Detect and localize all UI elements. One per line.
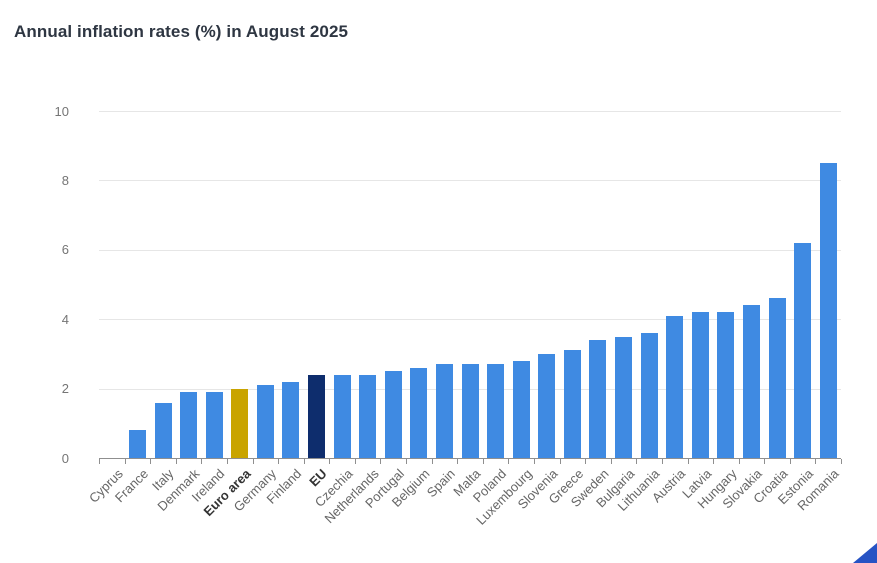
bar-czechia[interactable]	[333, 374, 351, 458]
x-axis-tick	[713, 459, 715, 464]
chart-title: Annual inflation rates (%) in August 202…	[14, 22, 349, 41]
x-axis-tick	[585, 459, 587, 464]
x-axis-tick	[482, 459, 484, 464]
bar-finland[interactable]	[282, 381, 300, 458]
x-axis-tick	[150, 459, 152, 464]
x-axis-tick	[406, 459, 407, 464]
y-axis-label-0: 0	[61, 450, 69, 466]
x-axis-tick	[354, 459, 356, 464]
x-axis-tick	[764, 459, 766, 464]
bar-lithuania[interactable]	[640, 333, 658, 458]
bar-hungary[interactable]	[717, 312, 735, 458]
bar-slovakia[interactable]	[742, 305, 760, 458]
bar-ireland[interactable]	[205, 392, 223, 458]
x-axis-tick	[329, 459, 331, 464]
x-axis-tick	[303, 459, 305, 464]
bar-bulgaria[interactable]	[615, 336, 632, 458]
x-axis-tick	[431, 459, 433, 464]
x-axis-tick	[99, 459, 100, 464]
bar-malta[interactable]	[461, 364, 479, 458]
x-axis-tick	[610, 459, 612, 464]
bar-greece[interactable]	[563, 350, 581, 458]
y-axis-label-2: 2	[61, 381, 69, 397]
bar-sweden[interactable]	[589, 340, 607, 458]
bar-euro-area[interactable]	[231, 388, 249, 458]
x-axis-tick	[815, 459, 817, 464]
x-axis-tick	[252, 459, 254, 464]
bar-poland[interactable]	[487, 364, 505, 458]
gridline-6	[99, 249, 841, 251]
x-axis-tick	[508, 459, 510, 464]
y-axis-label-4: 4	[61, 311, 69, 327]
x-axis-tick	[841, 459, 842, 464]
bar-austria[interactable]	[666, 315, 684, 458]
bar-croatia[interactable]	[768, 298, 786, 458]
x-axis-tick	[278, 459, 280, 464]
gridline-4	[99, 319, 841, 321]
bar-luxembourg[interactable]	[512, 360, 530, 458]
y-axis-label-8: 8	[61, 172, 69, 188]
x-label-spain: Spain	[423, 466, 459, 501]
bar-spain[interactable]	[435, 364, 453, 458]
x-axis-tick	[457, 459, 459, 464]
x-axis-tick	[226, 459, 228, 464]
x-axis-line	[99, 458, 841, 459]
bar-eu[interactable]	[308, 374, 325, 458]
x-axis-tick	[534, 459, 535, 464]
x-axis-tick	[661, 459, 663, 464]
bar-romania[interactable]	[819, 163, 837, 458]
bar-germany[interactable]	[256, 385, 274, 458]
corner-resize-icon[interactable]	[853, 543, 877, 563]
bar-denmark[interactable]	[180, 392, 198, 458]
bar-estonia[interactable]	[794, 242, 812, 458]
x-axis-tick	[687, 459, 689, 464]
x-axis-tick	[175, 459, 177, 464]
x-axis-tick	[559, 459, 561, 464]
bar-latvia[interactable]	[691, 312, 709, 458]
x-axis-tick	[380, 459, 382, 464]
bar-portugal[interactable]	[384, 371, 402, 459]
x-axis-tick	[124, 459, 126, 464]
bar-netherlands[interactable]	[359, 374, 377, 458]
bar-france[interactable]	[128, 430, 146, 458]
x-axis-tick	[636, 459, 638, 464]
x-axis-tick	[789, 459, 791, 464]
x-axis-tick	[201, 459, 203, 464]
bar-italy[interactable]	[154, 402, 172, 458]
gridline-10	[99, 111, 841, 112]
bar-belgium[interactable]	[410, 367, 428, 458]
x-axis-tick	[738, 459, 740, 464]
y-axis-label-10: 10	[54, 103, 69, 119]
bar-slovenia[interactable]	[538, 353, 556, 458]
gridline-8	[99, 180, 841, 182]
y-axis-label-6: 6	[61, 242, 69, 258]
